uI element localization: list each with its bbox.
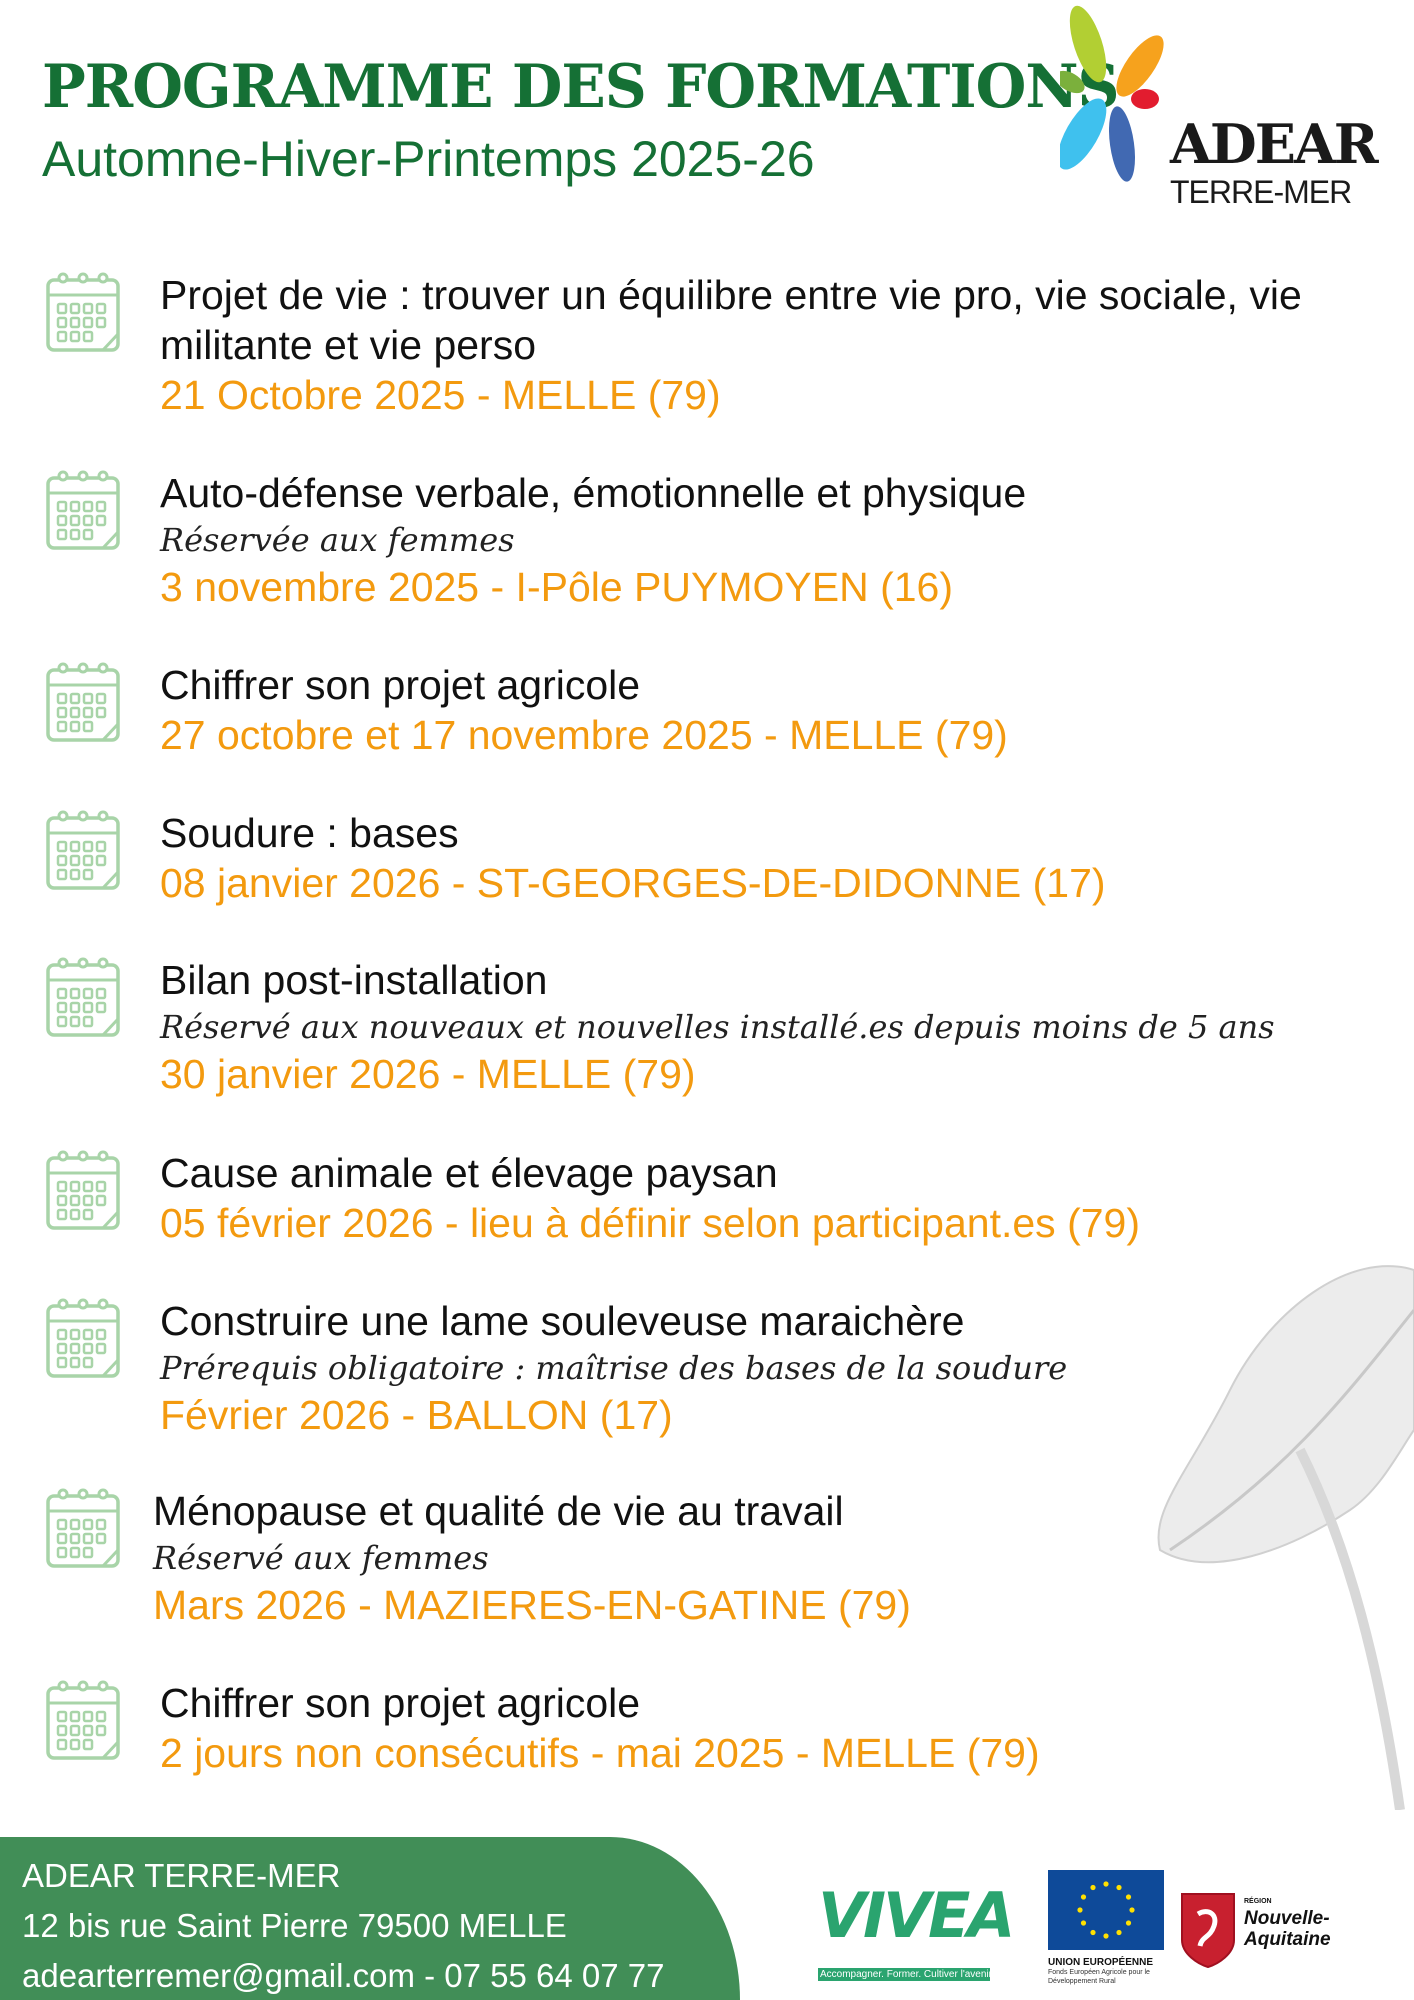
training-title: Auto-défense verbale, émotionnelle et ph… bbox=[160, 470, 1027, 516]
logo-sub: TERRE-MER bbox=[1170, 174, 1352, 210]
training-title: Chiffrer son projet agricole bbox=[160, 1680, 641, 1726]
training-date-location: 2 jours non consécutifs - mai 2025 - MEL… bbox=[160, 1730, 1040, 1776]
eu-name: UNION EUROPÉENNE bbox=[1048, 1957, 1154, 1968]
logo-name: ADEAR bbox=[1170, 112, 1379, 176]
training-date-location: 21 Octobre 2025 - MELLE (79) bbox=[160, 372, 721, 418]
region-name: Nouvelle-Aquitaine bbox=[1244, 1908, 1331, 1950]
calendar-icon bbox=[46, 810, 120, 890]
eu-flag-icon bbox=[1048, 1870, 1164, 1950]
page-title: PROGRAMME DES FORMATIONS bbox=[42, 52, 1120, 122]
training-note: Réservé aux nouveaux et nouvelles instal… bbox=[160, 1008, 1275, 1046]
calendar-icon bbox=[46, 1150, 120, 1230]
region-small: RÉGION bbox=[1244, 1898, 1272, 1905]
footer-contact-band: ADEAR TERRE-MER 12 bis rue Saint Pierre … bbox=[0, 1837, 740, 2000]
eu-logo: UNION EUROPÉENNE Fonds Européen Agricole… bbox=[1048, 1870, 1164, 1986]
calendar-icon bbox=[46, 1488, 120, 1568]
footer-org: ADEAR TERRE-MER bbox=[22, 1857, 341, 1894]
training-note: Prérequis obligatoire : maîtrise des bas… bbox=[160, 1349, 1068, 1387]
training-title: Chiffrer son projet agricole bbox=[160, 662, 641, 708]
training-date-location: Février 2026 - BALLON (17) bbox=[160, 1392, 673, 1438]
training-date-location: Mars 2026 - MAZIERES-EN-GATINE (79) bbox=[153, 1582, 911, 1628]
training-date-location: 05 février 2026 - lieu à définir selon p… bbox=[160, 1200, 1140, 1246]
calendar-icon bbox=[46, 470, 120, 550]
calendar-icon bbox=[46, 662, 120, 742]
training-note: Réservé aux femmes bbox=[153, 1539, 489, 1577]
training-note: Réservée aux femmes bbox=[160, 521, 515, 559]
vivea-tagline: Accompagner. Former. Cultiver l'avenir bbox=[818, 1968, 990, 1981]
page-subtitle: Automne-Hiver-Printemps 2025-26 bbox=[42, 131, 815, 187]
leaf-illustration bbox=[1157, 1265, 1414, 1810]
training-title: Bilan post-installation bbox=[160, 957, 548, 1003]
training-date-location: 3 novembre 2025 - I-Pôle PUYMOYEN (16) bbox=[160, 564, 953, 610]
footer-contact: adearterremer@gmail.com - 07 55 64 07 77 bbox=[22, 1957, 665, 1994]
training-title: Soudure : bases bbox=[160, 810, 459, 856]
adear-logo-flower bbox=[1060, 5, 1164, 182]
training-title: Ménopause et qualité de vie au travail bbox=[153, 1488, 844, 1534]
training-date-location: 08 janvier 2026 - ST-GEORGES-DE-DIDONNE … bbox=[160, 860, 1106, 906]
calendar-icon bbox=[46, 272, 120, 352]
region-shield-icon bbox=[1181, 1893, 1235, 1968]
training-date-location: 27 octobre et 17 novembre 2025 - MELLE (… bbox=[160, 712, 1008, 758]
calendar-icon bbox=[46, 957, 120, 1037]
training-date-location: 30 janvier 2026 - MELLE (79) bbox=[160, 1051, 696, 1097]
training-title: Cause animale et élevage paysan bbox=[160, 1150, 778, 1196]
eu-sub: Fonds Européen Agricole pour le Développ… bbox=[1048, 1969, 1150, 1985]
training-title: Projet de vie : trouver un équilibre ent… bbox=[160, 272, 1302, 368]
vivea-logo: VIVEA Accompagner. Former. Cultiver l'av… bbox=[818, 1876, 1015, 1986]
vivea-name: VIVEA bbox=[818, 1879, 1015, 1952]
footer-address: 12 bis rue Saint Pierre 79500 MELLE bbox=[22, 1907, 567, 1944]
calendar-icon bbox=[46, 1298, 120, 1378]
nouvelle-aquitaine-logo: RÉGION Nouvelle-Aquitaine bbox=[1178, 1890, 1348, 1970]
calendar-icon bbox=[46, 1680, 120, 1760]
training-title: Construire une lame souleveuse maraichèr… bbox=[160, 1298, 965, 1344]
